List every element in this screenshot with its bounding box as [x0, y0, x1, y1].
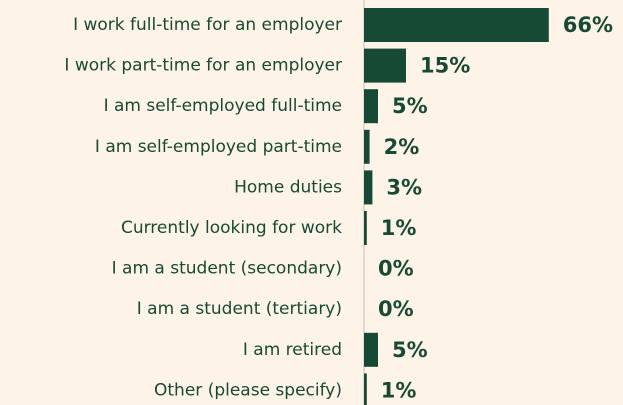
bar — [364, 129, 370, 164]
bar — [364, 332, 378, 367]
category-label: Currently looking for work — [121, 218, 342, 238]
category-label: I am a student (tertiary) — [137, 299, 342, 319]
bar — [364, 211, 367, 245]
category-label: I am retired — [243, 340, 342, 360]
bar — [364, 8, 549, 42]
value-label: 5% — [392, 94, 428, 118]
bar — [364, 373, 367, 405]
bar — [364, 170, 373, 205]
value-label: 2% — [384, 135, 420, 159]
bar — [364, 48, 406, 83]
category-label: I work full-time for an employer — [73, 15, 342, 35]
category-label: I am self-employed part-time — [95, 137, 342, 157]
value-label: 1% — [381, 216, 417, 240]
value-label: 15% — [420, 54, 470, 78]
value-label: 1% — [381, 378, 417, 402]
bar — [364, 89, 378, 124]
value-label: 5% — [392, 338, 428, 362]
value-label: 66% — [563, 13, 613, 37]
value-label: 0% — [378, 257, 414, 281]
category-label: I work part-time for an employer — [64, 56, 342, 76]
value-label: 3% — [386, 175, 422, 199]
category-label: I am a student (secondary) — [112, 259, 342, 279]
category-label: I am self-employed full-time — [104, 96, 342, 116]
category-label: Other (please specify) — [154, 380, 342, 400]
category-label: Home duties — [234, 177, 342, 197]
value-label: 0% — [378, 297, 414, 321]
